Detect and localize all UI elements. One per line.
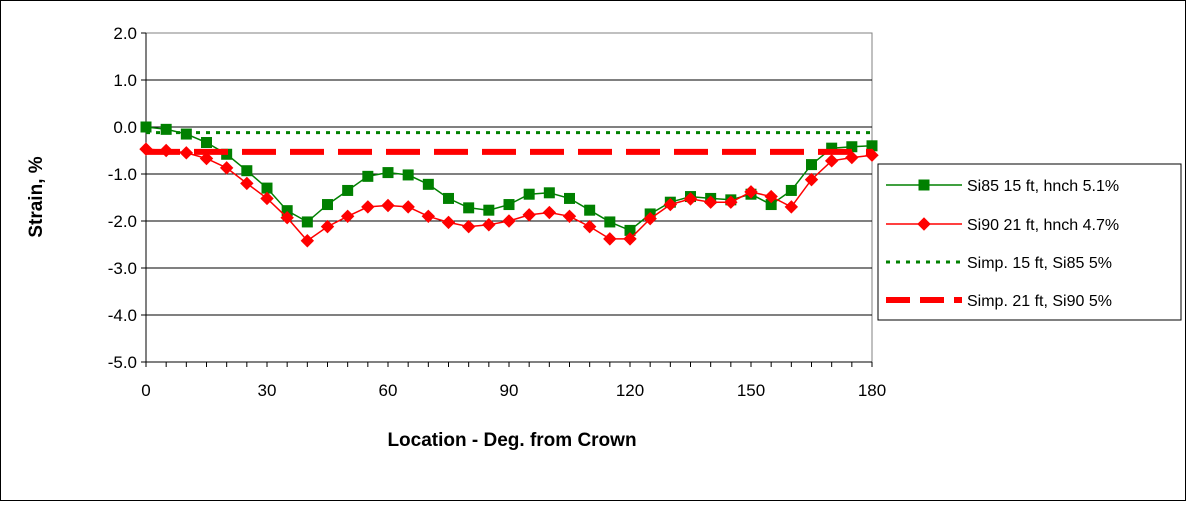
data-point — [564, 192, 575, 204]
data-point — [643, 211, 657, 226]
x-axis-title: Location - Deg. from Crown — [387, 430, 636, 451]
data-point — [261, 182, 273, 194]
legend-label: Si90 21 ft, hnch 4.7% — [967, 217, 1119, 234]
data-point — [562, 209, 577, 224]
data-point — [482, 218, 496, 232]
legend-label: Si85 15 ft, hnch 5.1% — [967, 178, 1119, 195]
data-point — [543, 187, 555, 199]
legend-entry-1: Si85 15 ft, hnch 5.1% — [886, 178, 1119, 195]
x-tick-label: 60 — [379, 381, 398, 400]
data-point — [523, 188, 535, 200]
data-point — [764, 189, 778, 204]
data-point — [744, 185, 758, 199]
data-point — [421, 209, 436, 224]
x-tick-label: 30 — [258, 381, 277, 400]
data-point — [362, 170, 374, 182]
y-tick-label: -4.0 — [108, 306, 137, 325]
data-point — [443, 192, 454, 204]
y-tick-label: -2.0 — [108, 212, 137, 231]
data-point — [340, 209, 355, 224]
data-point — [322, 199, 333, 211]
data-point — [824, 154, 839, 168]
data-point — [806, 159, 817, 171]
data-point — [240, 176, 254, 191]
data-point — [201, 137, 212, 149]
data-point — [784, 200, 799, 214]
x-tick-label: 180 — [858, 381, 886, 400]
y-tick-label: -3.0 — [108, 259, 137, 278]
data-point — [320, 219, 335, 234]
legend-label: Simp. 21 ft, Si90 5% — [967, 293, 1112, 310]
data-point — [381, 198, 395, 213]
y-tick-label: 2.0 — [113, 24, 137, 43]
data-point — [401, 200, 415, 214]
y-axis-title: Strain, % — [26, 156, 47, 237]
legend-entry-2: Si90 21 ft, hnch 4.7% — [886, 217, 1119, 234]
data-point — [463, 202, 475, 214]
x-tick-label: 0 — [141, 381, 150, 400]
data-point — [199, 151, 214, 166]
data-point — [623, 232, 637, 246]
data-point — [280, 211, 294, 225]
data-point — [542, 205, 557, 220]
x-tick-label: 120 — [616, 381, 644, 400]
data-point — [804, 172, 819, 187]
data-point — [140, 121, 152, 133]
data-point — [604, 216, 616, 228]
data-point — [603, 232, 617, 246]
legend: Si85 15 ft, hnch 5.1% Si90 21 ft, hnch 4.… — [877, 163, 1182, 321]
gridlines — [146, 79, 872, 316]
data-point — [301, 216, 313, 228]
legend-label: Simp. 15 ft, Si85 5% — [967, 255, 1112, 272]
data-point — [703, 195, 718, 209]
data-point — [241, 165, 253, 177]
y-tick-label: -1.0 — [108, 165, 137, 184]
data-point — [402, 169, 414, 181]
data-point — [503, 199, 515, 211]
data-point — [179, 146, 194, 160]
data-point — [522, 208, 536, 222]
legend-entry-3: Simp. 15 ft, Si85 5% — [886, 255, 1112, 272]
data-point — [160, 123, 172, 135]
data-point — [260, 191, 274, 206]
axes: 2.0 1.0 0.0 -1.0 -2.0 -3.0 -4.0 -5.00 30 60 90 120 1… — [108, 24, 886, 400]
x-tick-label: 150 — [737, 381, 765, 400]
data-point — [724, 195, 738, 209]
data-point — [683, 192, 698, 206]
data-point — [663, 197, 678, 212]
data-point — [584, 204, 596, 216]
y-tick-label: -5.0 — [108, 353, 137, 372]
data-point — [361, 200, 375, 214]
legend-marker — [918, 179, 930, 191]
data-point — [582, 219, 597, 234]
y-tick-label: 1.0 — [113, 71, 137, 90]
data-point — [483, 204, 495, 216]
data-point — [382, 167, 394, 179]
data-point — [300, 234, 315, 248]
x-tick-label: 90 — [500, 381, 519, 400]
data-point — [502, 214, 516, 228]
legend-marker — [917, 217, 931, 231]
data-point — [422, 178, 434, 190]
data-point — [461, 219, 476, 234]
series-group — [139, 121, 879, 248]
plot-area — [145, 32, 873, 363]
data-point — [219, 161, 234, 175]
legend-entry-4: Simp. 21 ft, Si90 5% — [886, 293, 1112, 310]
data-point — [785, 184, 797, 196]
data-point — [441, 215, 456, 230]
y-tick-label: 0.0 — [113, 118, 137, 137]
data-point — [342, 184, 354, 196]
